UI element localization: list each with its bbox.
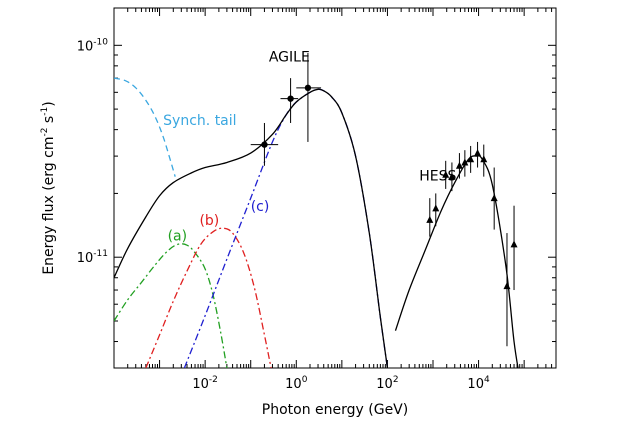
hess-point <box>467 145 475 173</box>
agile-marker <box>304 84 312 92</box>
annotation-label: (b) <box>199 213 219 229</box>
y-axis-label-b: s <box>41 116 57 128</box>
curve-a <box>114 243 228 368</box>
plot-frame <box>113 7 557 369</box>
hess-marker <box>474 149 482 157</box>
agile-marker <box>261 141 268 148</box>
y-axis-label: Energy flux (erg cm-2 s-1) <box>40 101 57 274</box>
y-tick-label: 10-10 <box>77 37 109 54</box>
x-tick-label: 10-2 <box>192 375 218 392</box>
y-tick-label: 10-11 <box>77 249 108 266</box>
agile-point <box>250 122 279 166</box>
x-tick-base: 10 <box>192 377 209 392</box>
x-tick-exp: 0 <box>302 375 308 385</box>
annotation-label: HESS <box>419 169 456 185</box>
hess-point <box>432 193 440 227</box>
hess-marker <box>448 172 456 180</box>
x-tick-exp: 2 <box>393 375 399 385</box>
agile-point <box>280 78 299 123</box>
annotation-label: AGILE <box>269 49 310 65</box>
hess-marker <box>503 282 511 290</box>
hess-point <box>480 144 488 177</box>
major-ticks <box>113 8 556 368</box>
y-tick-base: 10 <box>77 39 94 54</box>
hess-marker <box>467 155 475 163</box>
hess-point <box>442 160 450 189</box>
hess-marker <box>442 170 450 178</box>
minor-ticks <box>114 8 557 369</box>
curve-c <box>183 88 389 368</box>
hess-point <box>474 141 482 168</box>
hess-point <box>490 167 498 230</box>
x-tick-exp: -2 <box>209 375 218 385</box>
hess-marker <box>490 194 498 202</box>
y-tick-exp: -10 <box>93 37 108 47</box>
y-axis-label-a: Energy flux (erg cm <box>41 137 57 275</box>
hess-point <box>448 162 456 192</box>
y-axis-label-c: ) <box>41 101 57 106</box>
hess-marker <box>480 155 488 163</box>
x-axis-label: Photon energy (GeV) <box>262 402 408 418</box>
x-tick-base: 10 <box>376 377 393 392</box>
agile-marker <box>287 95 294 102</box>
hess-point <box>461 150 469 177</box>
curve-hess-model <box>394 155 519 368</box>
hess-marker <box>461 158 469 166</box>
x-tick-label: 104 <box>467 375 490 392</box>
y-axis-label-exp2: -1 <box>40 107 50 116</box>
agile-point <box>296 52 322 142</box>
x-tick-exp: 4 <box>484 375 490 385</box>
hess-point <box>455 153 463 179</box>
y-axis-label-exp1: -2 <box>40 128 50 137</box>
x-tick-base: 10 <box>285 377 302 392</box>
hess-point <box>426 198 434 237</box>
y-tick-exp: -11 <box>93 249 108 259</box>
curve-synch-tail <box>114 77 176 177</box>
curve-b <box>145 227 272 368</box>
x-tick-base: 10 <box>467 377 484 392</box>
hess-marker <box>432 204 440 212</box>
x-tick-label: 100 <box>285 375 308 392</box>
annotations: AGILE Synch. tail HESS (a) (b) (c) <box>163 49 456 244</box>
hess-marker <box>510 240 518 248</box>
hess-marker <box>455 161 463 169</box>
y-tick-base: 10 <box>77 251 94 266</box>
hess-marker <box>426 215 434 223</box>
annotation-label: (a) <box>168 228 188 244</box>
curve-total <box>114 88 389 368</box>
data-points <box>250 52 518 347</box>
hess-point <box>510 205 518 291</box>
annotation-label: (c) <box>251 199 270 215</box>
hess-point <box>503 233 511 347</box>
annotation-label: Synch. tail <box>163 113 236 129</box>
x-tick-label: 102 <box>376 375 398 392</box>
